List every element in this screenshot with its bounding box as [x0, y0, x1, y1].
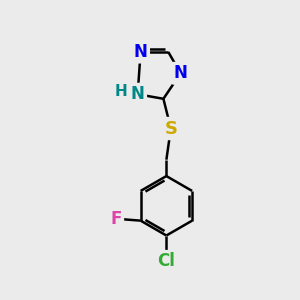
Text: Cl: Cl — [158, 252, 175, 270]
Text: N: N — [134, 43, 148, 61]
Text: H: H — [115, 84, 128, 99]
Text: N: N — [131, 85, 145, 103]
Text: N: N — [174, 64, 188, 82]
Text: F: F — [110, 210, 122, 228]
Text: S: S — [164, 119, 177, 137]
